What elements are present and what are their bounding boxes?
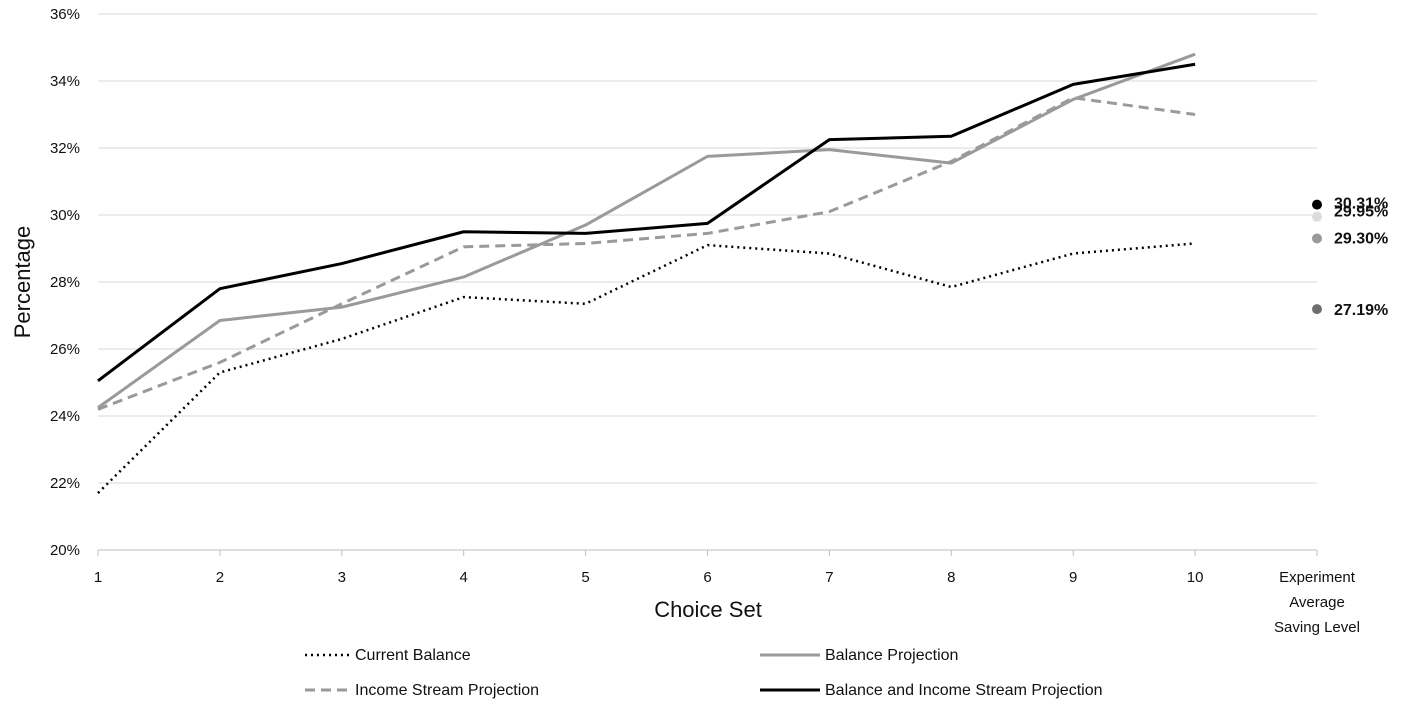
x-tick-label: 3 <box>338 569 346 586</box>
y-tick-label: 26% <box>50 341 80 358</box>
y-tick-label: 36% <box>50 6 80 23</box>
x-tick-label: 4 <box>460 569 468 586</box>
x-axis-title: Choice Set <box>654 597 762 622</box>
y-tick-label: 32% <box>50 140 80 157</box>
x-tick-label-average: Saving Level <box>1274 619 1360 636</box>
series-line-2 <box>97 52 1196 409</box>
x-tick-label-average: Average <box>1289 594 1345 611</box>
average-label-4: 30.31% <box>1334 196 1388 213</box>
average-label-2: 29.95% <box>1334 204 1388 221</box>
x-tick-label: 10 <box>1187 569 1204 586</box>
gridlines <box>98 13 1317 484</box>
x-tick-label: 1 <box>94 569 102 586</box>
y-tick-label: 34% <box>50 73 80 90</box>
legend-label-2: Balance Projection <box>825 647 958 664</box>
series-lines <box>97 52 1196 494</box>
average-markers: 27.19% 29.95% 29.30% 30.31% <box>1312 196 1388 319</box>
average-marker-1 <box>1312 304 1322 315</box>
average-marker-2 <box>1312 211 1322 222</box>
series-line-1 <box>97 242 1196 494</box>
y-tick-label: 30% <box>50 207 80 224</box>
legend-label-1: Current Balance <box>355 647 471 664</box>
y-tick-label: 20% <box>50 542 80 559</box>
x-tick-label: 6 <box>703 569 711 586</box>
average-label-3: 29.30% <box>1334 230 1388 247</box>
series-line-3 <box>97 96 1196 411</box>
x-tick-label: 8 <box>947 569 955 586</box>
x-tick-label: 5 <box>581 569 589 586</box>
legend: Current Balance Balance Projection Income … <box>305 647 1102 699</box>
y-tick-label: 24% <box>50 408 80 425</box>
average-marker-3 <box>1312 233 1322 244</box>
x-tick-label: 2 <box>216 569 224 586</box>
x-tick-label: 9 <box>1069 569 1077 586</box>
y-tick-label: 28% <box>50 274 80 291</box>
legend-label-4: Balance and Income Stream Projection <box>825 682 1102 699</box>
average-marker-4 <box>1312 199 1322 210</box>
axis-labels: Choice Set Percentage 20% 22% 24% 26% 28% 30%… <box>10 6 1360 636</box>
series-line-4 <box>97 62 1196 383</box>
x-tick-label-average: Experiment <box>1279 569 1356 586</box>
legend-label-3: Income Stream Projection <box>355 682 539 699</box>
y-tick-label: 22% <box>50 475 80 492</box>
axes <box>97 549 1318 556</box>
y-axis-title: Percentage <box>10 226 35 339</box>
x-tick-label: 7 <box>825 569 833 586</box>
average-label-1: 27.19% <box>1334 302 1388 319</box>
